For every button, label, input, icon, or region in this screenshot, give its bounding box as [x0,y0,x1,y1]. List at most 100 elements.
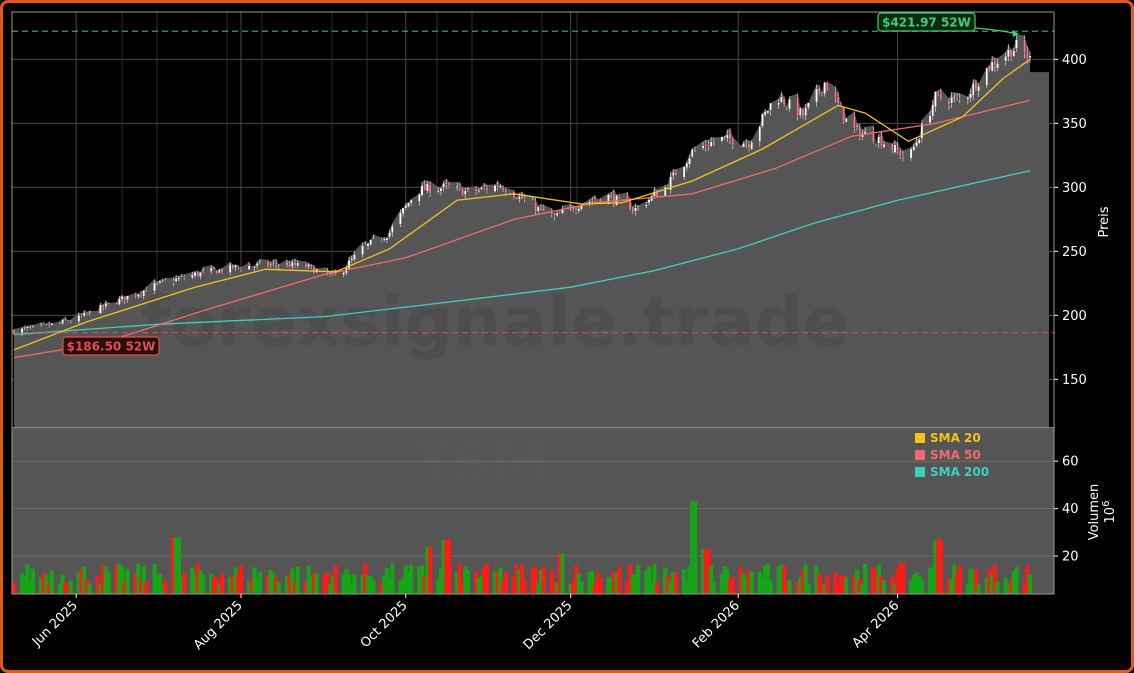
candle-body [766,110,770,114]
candle-body [493,185,497,192]
volume-bar [455,572,460,594]
volume-bar [706,548,711,594]
candle-body [761,113,764,127]
candle-body [536,206,540,212]
candle-body [896,146,899,151]
volume-bar [857,579,862,594]
volume-bar [495,571,500,594]
volume-bar [198,570,203,594]
volume-bar [444,539,449,594]
candle-body [958,98,961,100]
candle-body [720,136,724,142]
volume-bar [595,572,600,594]
volume-bar [800,569,806,594]
x-tick-label: Apr 2026 [850,598,903,651]
volume-bar [709,565,714,594]
candle-body [504,189,508,193]
candle-body [85,312,89,315]
volume-bar [911,574,916,594]
candle-body [607,194,610,205]
candle-body [880,135,883,147]
volume-bar [214,577,219,594]
volume-bar [473,571,479,594]
candle-body [447,185,451,187]
candle-body [796,97,799,117]
volume-bar [20,573,25,594]
candle-body [218,269,221,274]
candle-body [199,272,202,277]
candle-body [988,65,991,70]
candle-body [947,100,951,105]
candle-body [380,239,383,241]
candle-body [1004,55,1007,62]
candle-body [442,183,445,188]
volume-bar [314,573,319,594]
candle-body [220,268,224,273]
candle-body [531,200,535,202]
candle-body [42,323,45,325]
candle-body [815,88,818,103]
volume-bar [833,571,838,594]
volume-bar [328,584,333,594]
candle-body [50,323,54,326]
candle-body [939,92,943,100]
candle-body [693,149,697,151]
volume-bar [57,583,63,594]
candle-body [763,111,767,116]
candle-body [401,207,405,214]
candle-body [777,102,780,106]
candle-body [845,117,848,123]
volume-bar [655,582,660,594]
volume-bar [201,574,206,594]
volume-bar [936,539,941,594]
candle-body [12,329,16,335]
volume-bar [190,567,195,594]
candle-body [350,258,354,261]
volume-bar [122,580,127,594]
candle-body [836,96,840,105]
candle-body [61,319,64,324]
volume-bar [274,577,279,594]
candle-body [477,190,481,193]
volume-bar [417,566,422,594]
volume-bar [871,567,876,594]
candle-body [955,96,959,98]
volume-bar [838,576,843,594]
volume-bar [511,576,516,594]
candle-body [682,166,686,178]
volume-bar [360,575,365,594]
volume-bar [401,578,406,594]
volume-bar [117,563,122,594]
volume-bar [782,566,787,594]
candle-body [250,266,254,268]
candle-body [164,280,167,282]
volume-bar [182,572,187,594]
high-52w-label: $421.97 52W [882,16,971,30]
candle-body [628,201,632,211]
x-tick-label: Dec 2025 [521,598,576,653]
volume-bar [484,563,489,594]
volume-bar [230,576,235,594]
volume-bar [749,571,754,594]
volume-bar [965,583,970,594]
volume-bar [276,581,281,594]
volume-bar [101,565,106,594]
volume-bar [333,565,338,594]
volume-bar [652,563,657,594]
candle-body [142,290,145,297]
volume-bar [646,566,652,594]
candle-body [64,318,67,321]
candle-body [423,183,426,191]
volume-bar [568,584,573,594]
volume-bar [44,574,49,594]
candle-body [518,196,521,200]
volume-bar [933,539,938,594]
candle-body [558,212,562,215]
volume-bar [492,571,498,594]
candle-body [388,232,391,238]
candle-body [191,274,194,278]
candle-body [823,82,826,94]
candle-body [228,264,232,273]
candle-body [882,144,886,148]
volume-bar [1003,577,1008,594]
